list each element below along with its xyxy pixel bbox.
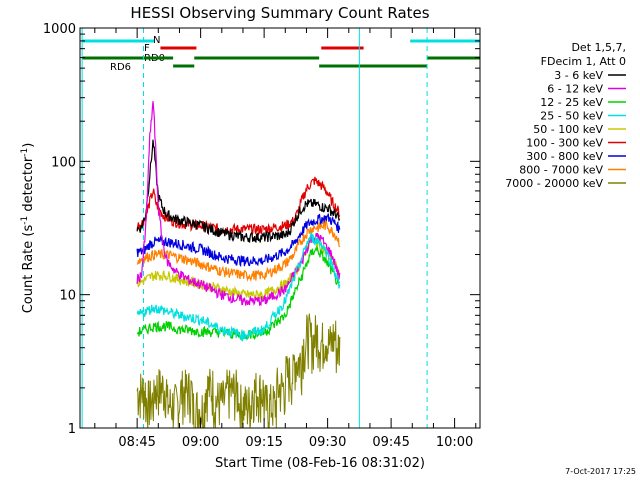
legend-entry-label: 7000 - 20000 keV xyxy=(505,177,603,190)
x-tick-label: 09:30 xyxy=(309,435,346,450)
x-axis-label: Start Time (08-Feb-16 08:31:02) xyxy=(215,456,425,471)
chart-title: HESSI Observing Summary Count Rates xyxy=(130,4,429,22)
x-tick-label: 08:45 xyxy=(118,435,155,450)
series-curve xyxy=(136,176,341,237)
y-tick-label: 100 xyxy=(51,155,76,170)
x-tick-label: 09:45 xyxy=(372,435,409,450)
footer-date: 7-Oct-2017 17:25 xyxy=(565,467,636,476)
series-curve xyxy=(136,245,341,341)
legend-entry-label: 800 - 7000 keV xyxy=(519,164,603,177)
x-tick-label: 09:15 xyxy=(245,435,282,450)
x-tick-label: 09:00 xyxy=(182,435,219,450)
x-axis: 08:45 09:00 09:15 09:30 09:45 10:00 xyxy=(94,28,477,450)
boundary-lines xyxy=(81,28,428,428)
legend-entry-label: 50 - 100 keV xyxy=(533,123,603,136)
series-curve xyxy=(136,219,341,282)
series-curve xyxy=(136,101,341,306)
flag-label-n: N xyxy=(153,35,160,46)
y-axis: 1 10 100 1000 xyxy=(43,22,480,437)
legend-entry-label: 12 - 25 keV xyxy=(540,96,603,109)
legend-entry-label: 300 - 800 keV xyxy=(526,150,603,163)
legend-entry-label: 3 - 6 keV xyxy=(554,69,603,82)
series-curve xyxy=(136,213,341,268)
flag-bars xyxy=(82,39,480,68)
series-curve xyxy=(136,231,341,343)
y-tick-label: 1000 xyxy=(43,22,76,37)
series-curve-7000-20000kev xyxy=(136,313,341,429)
legend-entry-label: 6 - 12 keV xyxy=(547,83,603,96)
series-curve xyxy=(136,139,341,244)
legend-header-2: FDecim 1, Att 0 xyxy=(541,55,626,68)
y-tick-label: 1 xyxy=(68,422,76,437)
plot-frame xyxy=(79,27,481,429)
legend-entry-label: 100 - 300 keV xyxy=(526,137,603,150)
x-tick-label: 10:00 xyxy=(436,435,473,450)
y-tick-label: 10 xyxy=(59,289,76,304)
series-curves xyxy=(136,101,341,429)
y-axis-label: Count Rate (s-1 detector-1) xyxy=(20,143,36,314)
flag-label-rd6: RD6 xyxy=(110,62,131,73)
legend-entry-label: 25 - 50 keV xyxy=(540,110,603,123)
legend-header-1: Det 1,5,7, xyxy=(571,41,626,54)
flag-label-f: F xyxy=(144,43,150,54)
